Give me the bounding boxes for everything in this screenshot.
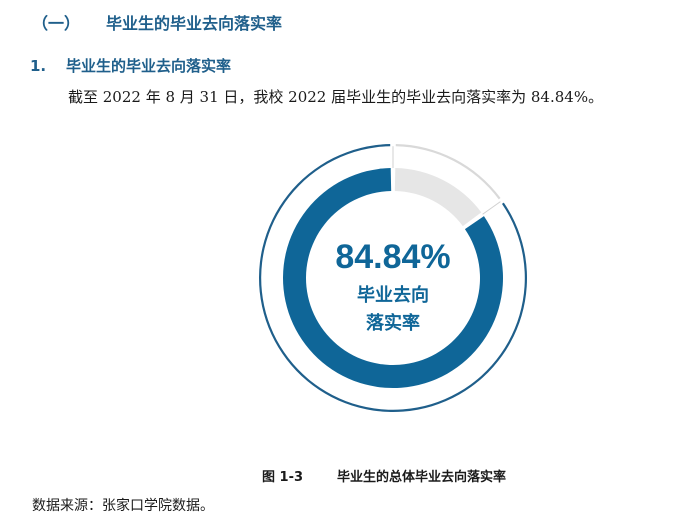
figure-title: 毕业生的总体毕业去向落实率 bbox=[337, 470, 507, 485]
donut-chart-layer: 84.84% 毕业去向落实率 bbox=[258, 144, 527, 412]
remaining-wedge-right-edge bbox=[482, 201, 501, 215]
body-paragraph: 截至 2022 年 8 月 31 日，我校 2022 届毕业生的毕业去向落实率为… bbox=[68, 88, 604, 106]
donut-slice-remaining bbox=[394, 168, 482, 227]
center-label-line: 落实率 bbox=[366, 312, 420, 334]
section-number: （一） bbox=[32, 14, 81, 33]
sub-heading: 1. 毕业生的毕业去向落实率 bbox=[30, 55, 231, 76]
sub-heading-number: 1. bbox=[30, 57, 47, 75]
figure-number: 图 1-3 bbox=[262, 470, 304, 485]
section-heading: （一） 毕业生的毕业去向落实率 bbox=[32, 10, 282, 34]
figure-caption: 图 1-3 毕业生的总体毕业去向落实率 bbox=[262, 466, 506, 485]
center-value: 84.84% bbox=[335, 238, 450, 276]
section-title: 毕业生的毕业去向落实率 bbox=[106, 14, 283, 33]
center-label-line: 毕业去向 bbox=[357, 284, 429, 306]
sub-heading-title: 毕业生的毕业去向落实率 bbox=[66, 57, 232, 75]
source-note: 数据来源：张家口学院数据。 bbox=[32, 498, 214, 514]
